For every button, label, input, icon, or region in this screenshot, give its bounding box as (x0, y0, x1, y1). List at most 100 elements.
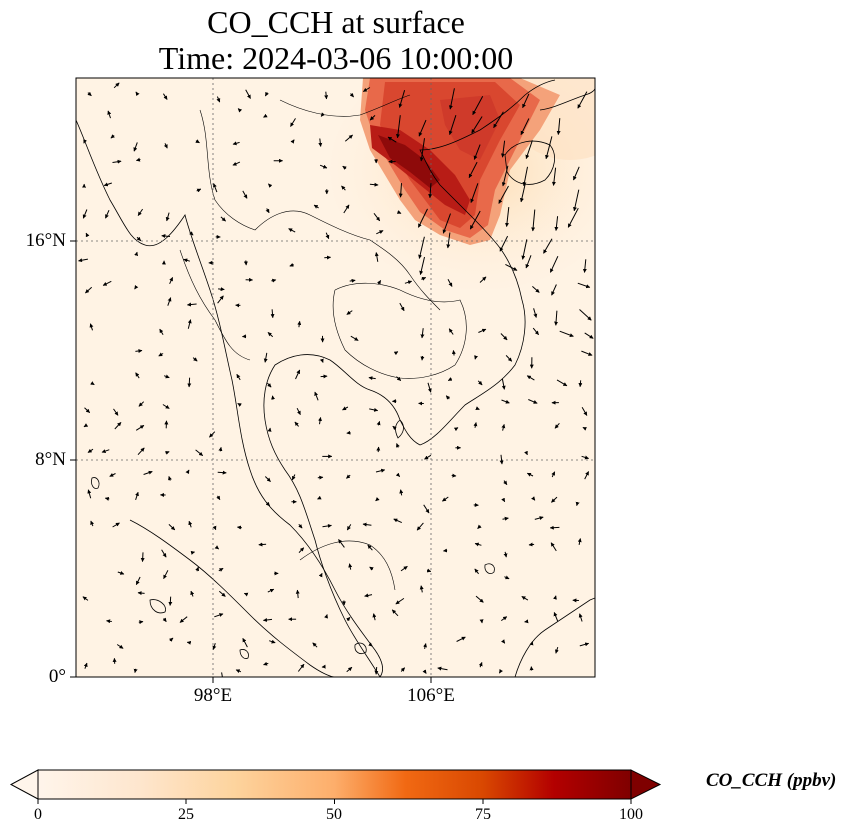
wind-arrow (237, 108, 243, 113)
wind-arrow (188, 520, 193, 528)
wind-arrow (437, 666, 448, 671)
wind-vectors (78, 82, 594, 677)
wind-arrow (237, 402, 242, 407)
wind-arrow (137, 208, 144, 216)
wind-arrow (531, 496, 536, 501)
wind-arrow (320, 374, 328, 379)
wind-arrow (135, 576, 141, 586)
wind-arrow (526, 472, 534, 477)
wind-arrow (135, 91, 140, 97)
wind-arrow (263, 113, 268, 118)
wind-arrow (319, 164, 328, 169)
wind-arrow (524, 450, 528, 456)
wind-arrow (267, 382, 272, 388)
wind-arrow (90, 520, 95, 527)
wind-arrow (374, 252, 379, 262)
wind-arrow (387, 136, 397, 143)
wind-arrow (529, 641, 534, 646)
wind-arrow (421, 277, 427, 281)
wind-arrow (291, 474, 296, 481)
wind-arrow (267, 332, 274, 338)
wind-arrow (519, 184, 526, 203)
wind-arrow (136, 236, 142, 242)
co-plume (360, 78, 560, 245)
wind-arrow (163, 570, 169, 580)
wind-arrow (499, 235, 509, 252)
wind-arrow (499, 454, 504, 465)
wind-arrow (82, 596, 89, 601)
wind-arrow (393, 351, 399, 356)
wind-arrow (270, 309, 275, 319)
wind-arrow (532, 327, 539, 336)
wind-arrow (107, 110, 112, 119)
wind-arrow (367, 544, 373, 551)
wind-arrow (271, 278, 277, 283)
wind-arrow (493, 111, 504, 129)
wind-arrow (168, 524, 176, 531)
wind-arrow (112, 159, 122, 164)
wind-arrow (138, 401, 145, 407)
wind-arrow (579, 642, 590, 647)
wind-arrow (137, 447, 145, 456)
wind-arrow (549, 525, 560, 530)
wind-arrow (267, 427, 272, 432)
wind-arrow (87, 91, 92, 97)
wind-arrow (109, 473, 116, 477)
wind-arrow (192, 357, 198, 362)
wind-arrow (217, 470, 227, 475)
wind-arrow (577, 282, 591, 289)
wind-arrow (162, 404, 170, 409)
wind-arrow (376, 230, 384, 235)
wind-arrow (468, 161, 478, 179)
wind-arrow (85, 232, 90, 238)
wind-arrow (419, 585, 424, 593)
wind-arrow (163, 143, 168, 149)
wind-arrow (369, 115, 376, 121)
wind-arrow (392, 425, 397, 431)
wind-arrow (161, 234, 171, 239)
wind-arrow (418, 236, 425, 259)
wind-arrow (376, 421, 381, 426)
wind-arrow (318, 138, 323, 147)
wind-arrow (500, 333, 508, 341)
wind-arrow (505, 355, 513, 362)
wind-arrow (161, 549, 167, 558)
wind-arrow (453, 427, 459, 432)
wind-arrow (577, 91, 588, 109)
wind-arrow (216, 495, 221, 501)
wind-arrow (579, 309, 592, 321)
wind-arrow (556, 379, 568, 387)
wind-arrow (501, 497, 506, 503)
colorbar-tick-75: 75 (475, 806, 491, 823)
wind-arrow (135, 424, 145, 431)
wind-arrow (312, 642, 318, 648)
wind-arrow (446, 232, 451, 249)
wind-arrow (479, 276, 487, 283)
wind-arrow (158, 352, 164, 357)
wind-arrow (218, 446, 223, 452)
wind-arrow (528, 399, 538, 404)
wind-arrow (82, 209, 88, 219)
wind-arrow (419, 138, 425, 162)
wind-arrow (232, 141, 240, 146)
wind-arrow (479, 619, 484, 624)
wind-arrow (236, 373, 241, 381)
wind-arrow (581, 455, 589, 460)
wind-arrow (212, 643, 217, 650)
wind-arrow (162, 93, 168, 100)
wind-arrow (377, 280, 382, 285)
wind-arrow (372, 613, 377, 621)
wind-arrow (373, 212, 381, 222)
wind-arrow (549, 255, 559, 273)
wind-arrow (135, 372, 140, 379)
wind-arrow (190, 590, 195, 597)
wind-arrow (320, 112, 325, 117)
wind-arrow (554, 310, 559, 326)
wind-arrow (578, 380, 583, 388)
wind-arrow (398, 183, 403, 198)
wind-arrow (232, 161, 241, 166)
wind-arrow (214, 613, 224, 618)
wind-arrow (584, 332, 594, 339)
wind-arrow (375, 496, 380, 502)
